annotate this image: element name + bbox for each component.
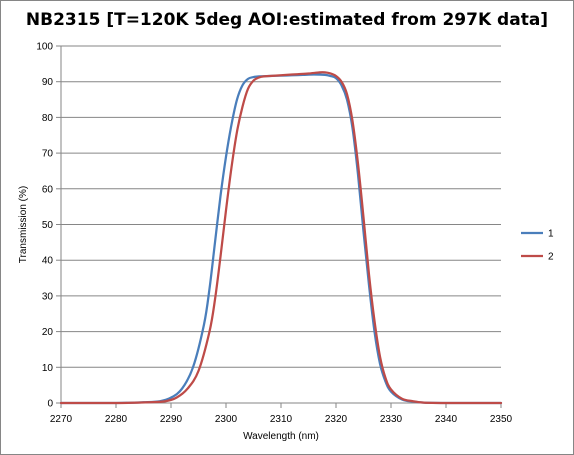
legend-label-2: 2: [548, 252, 554, 263]
x-tick-label: 2340: [435, 414, 458, 425]
x-tick-label: 2280: [105, 414, 128, 425]
x-tick-label: 2330: [380, 414, 403, 425]
x-tick-label: 2270: [50, 414, 73, 425]
y-tick-label: 50: [42, 220, 54, 231]
y-tick-label: 100: [36, 42, 53, 53]
y-axis-title: Transmission (%): [18, 186, 29, 263]
series-line-1: [59, 73, 503, 405]
y-tick-label: 10: [42, 363, 54, 374]
y-tick-label: 20: [42, 327, 54, 338]
legend-label-1: 1: [548, 229, 554, 240]
y-tick-label: 90: [42, 77, 54, 88]
x-tick-label: 2310: [270, 414, 293, 425]
y-tick-label: 40: [42, 256, 54, 267]
y-tick-label: 80: [42, 113, 54, 124]
x-tick-label: 2290: [160, 414, 183, 425]
y-tick-label: 60: [42, 184, 54, 195]
x-tick-label: 2300: [215, 414, 238, 425]
y-tick-label: 0: [47, 399, 53, 410]
series-line-2: [59, 71, 503, 405]
y-tick-label: 30: [42, 291, 54, 302]
x-tick-label: 2320: [325, 414, 348, 425]
x-axis-title: Wavelength (nm): [243, 431, 319, 442]
x-tick-label: 2350: [490, 414, 513, 425]
chart-title: NB2315 [T=120K 5deg AOI:estimated from 2…: [25, 10, 549, 30]
y-tick-label: 70: [42, 149, 54, 160]
